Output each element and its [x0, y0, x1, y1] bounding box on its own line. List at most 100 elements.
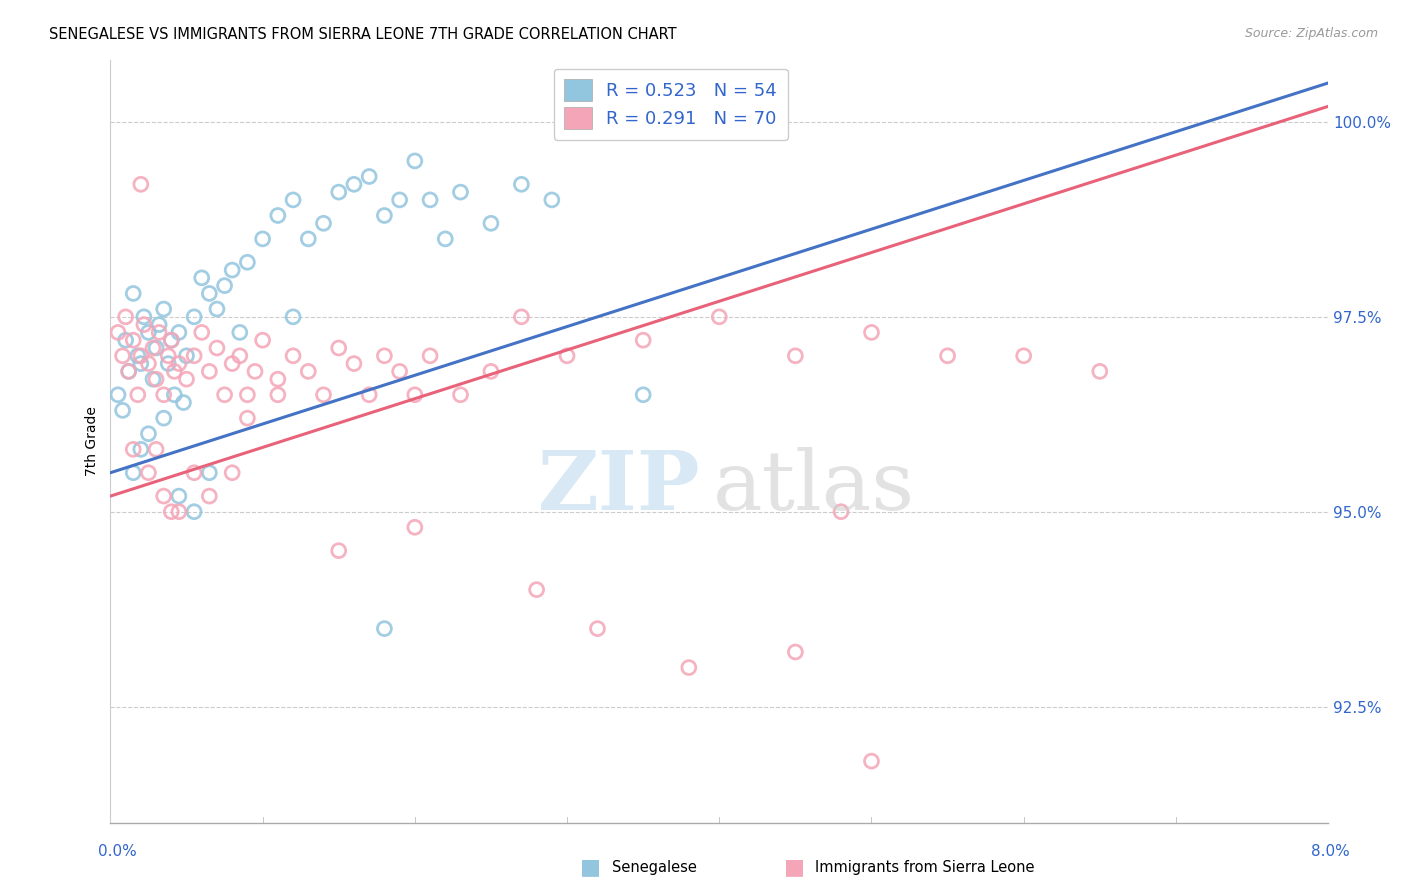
- Point: [111, 403, 134, 417]
- Point: [785, 349, 807, 363]
- Point: [328, 543, 350, 558]
- Point: [198, 466, 221, 480]
- Point: [118, 364, 141, 378]
- Point: [373, 209, 395, 223]
- Point: [167, 326, 190, 340]
- Point: [281, 193, 304, 207]
- Text: ■: ■: [785, 857, 804, 877]
- Text: atlas: atlas: [713, 448, 915, 527]
- Point: [785, 645, 807, 659]
- Point: [122, 442, 145, 457]
- Point: [359, 388, 381, 402]
- Point: [111, 349, 134, 363]
- Point: [163, 388, 186, 402]
- Point: [252, 232, 274, 246]
- Point: [138, 466, 160, 480]
- Point: [229, 326, 252, 340]
- Point: [163, 364, 186, 378]
- Point: [373, 622, 395, 636]
- Text: Immigrants from Sierra Leone: Immigrants from Sierra Leone: [815, 860, 1035, 874]
- Point: [267, 372, 290, 386]
- Point: [167, 505, 190, 519]
- Point: [138, 426, 160, 441]
- Point: [236, 388, 259, 402]
- Point: [267, 388, 290, 402]
- Point: [860, 326, 883, 340]
- Point: [404, 153, 426, 168]
- Point: [157, 349, 180, 363]
- Point: [450, 388, 472, 402]
- Text: ZIP: ZIP: [538, 448, 702, 527]
- Point: [434, 232, 457, 246]
- Point: [198, 286, 221, 301]
- Point: [205, 301, 228, 316]
- Point: [132, 310, 155, 324]
- Point: [107, 388, 129, 402]
- Point: [167, 489, 190, 503]
- Point: [555, 349, 578, 363]
- Point: [132, 318, 155, 332]
- Point: [936, 349, 959, 363]
- Point: [236, 411, 259, 425]
- Point: [328, 185, 350, 199]
- Point: [152, 388, 174, 402]
- Point: [138, 357, 160, 371]
- Point: [373, 349, 395, 363]
- Point: [236, 255, 259, 269]
- Point: [1012, 349, 1035, 363]
- Point: [127, 349, 149, 363]
- Point: [152, 301, 174, 316]
- Point: [145, 372, 167, 386]
- Point: [167, 357, 190, 371]
- Point: [176, 349, 198, 363]
- Point: [145, 442, 167, 457]
- Point: [419, 193, 441, 207]
- Point: [129, 357, 152, 371]
- Point: [114, 310, 136, 324]
- Point: [160, 333, 183, 347]
- Point: [129, 349, 152, 363]
- Point: [214, 278, 236, 293]
- Point: [183, 505, 205, 519]
- Point: [107, 326, 129, 340]
- Point: [388, 364, 411, 378]
- Point: [172, 395, 194, 409]
- Point: [343, 178, 366, 192]
- Point: [281, 349, 304, 363]
- Point: [312, 216, 335, 230]
- Point: [118, 364, 141, 378]
- Y-axis label: 7th Grade: 7th Grade: [86, 407, 100, 476]
- Point: [678, 660, 700, 674]
- Text: 8.0%: 8.0%: [1310, 845, 1350, 859]
- Point: [479, 364, 502, 378]
- Point: [312, 388, 335, 402]
- Text: 0.0%: 0.0%: [98, 845, 138, 859]
- Point: [183, 310, 205, 324]
- Point: [152, 489, 174, 503]
- Point: [297, 364, 319, 378]
- Text: SENEGALESE VS IMMIGRANTS FROM SIERRA LEONE 7TH GRADE CORRELATION CHART: SENEGALESE VS IMMIGRANTS FROM SIERRA LEO…: [49, 27, 676, 42]
- Point: [160, 505, 183, 519]
- Point: [860, 754, 883, 768]
- Text: Senegalese: Senegalese: [612, 860, 696, 874]
- Point: [142, 372, 165, 386]
- Point: [267, 209, 290, 223]
- Text: Source: ZipAtlas.com: Source: ZipAtlas.com: [1244, 27, 1378, 40]
- Point: [198, 364, 221, 378]
- Point: [127, 388, 149, 402]
- Point: [129, 178, 152, 192]
- Point: [359, 169, 381, 184]
- Point: [388, 193, 411, 207]
- Point: [122, 333, 145, 347]
- Point: [183, 349, 205, 363]
- Point: [190, 270, 212, 285]
- Point: [157, 357, 180, 371]
- Point: [526, 582, 548, 597]
- Point: [148, 326, 170, 340]
- Point: [148, 318, 170, 332]
- Legend: R = 0.523   N = 54, R = 0.291   N = 70: R = 0.523 N = 54, R = 0.291 N = 70: [554, 69, 787, 140]
- Point: [221, 357, 243, 371]
- Point: [510, 178, 533, 192]
- Point: [138, 326, 160, 340]
- Point: [450, 185, 472, 199]
